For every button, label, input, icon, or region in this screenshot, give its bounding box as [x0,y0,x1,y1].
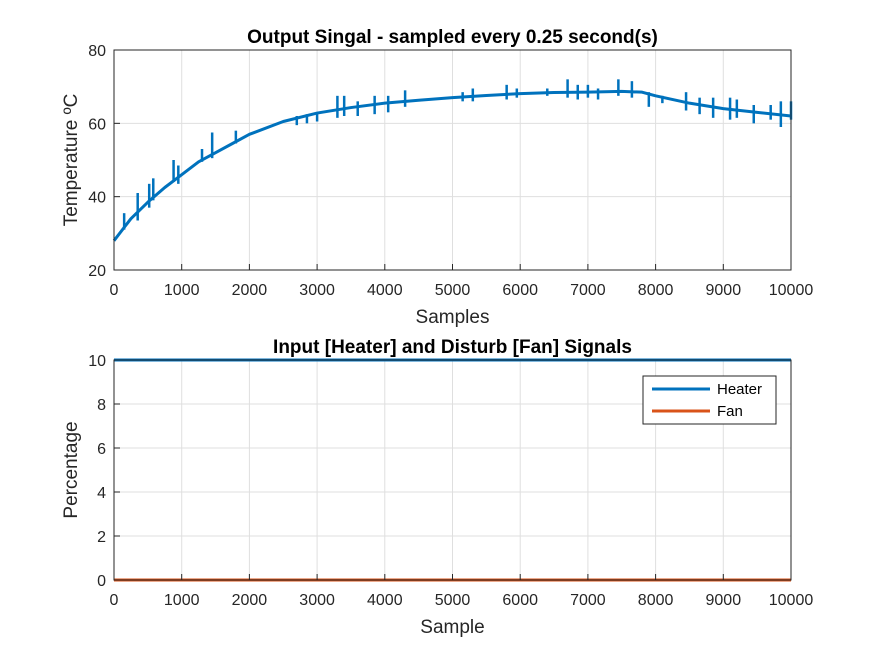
output-y-tick-label: 60 [88,116,106,133]
input-x-tick-label: 0 [110,592,119,609]
input-y-tick-label: 0 [97,573,106,590]
input-y-tick-label: 2 [97,529,106,546]
input-x-tick-label: 3000 [299,592,335,609]
input-x-tick-label: 7000 [570,592,606,609]
legend-box [642,375,777,425]
output-x-tick-label: 10000 [769,282,814,299]
input-signals-axes: 0 1000 2000 3000 4000 5000 6000 7000 8000 9000 100… [61,337,813,638]
legend: Heater Fan [642,375,777,425]
output-x-tick-label: 0 [110,282,119,299]
output-y-axis-label: Temperature ºC [61,94,82,227]
input-y-tick-label: 6 [97,441,106,458]
output-temperature-line [112,89,792,242]
input-y-axis-label: Percentage [61,421,82,518]
output-signal-axes: 0 1000 2000 3000 4000 5000 6000 7000 8000 9000 100… [61,27,813,328]
input-x-tick-label: 5000 [435,592,471,609]
input-y-tick-label: 10 [88,353,106,370]
output-y-tick-label: 40 [88,190,106,207]
input-x-tick-label: 8000 [638,592,674,609]
input-y-tick-label: 4 [97,485,106,502]
output-x-tick-label: 3000 [299,282,335,299]
output-x-tick-label: 8000 [638,282,674,299]
output-x-tick-label: 5000 [435,282,471,299]
output-y-tick-label: 20 [88,263,106,280]
legend-heater-label: Heater [717,381,762,398]
output-x-tick-label: 9000 [706,282,742,299]
input-ticks: 0 1000 2000 3000 4000 5000 6000 7000 8000 9000 100… [88,353,813,609]
legend-fan-label: Fan [717,403,743,420]
output-y-tick-label: 80 [88,43,106,60]
output-ticks: 0 1000 2000 3000 4000 5000 6000 7000 8000 9000 100… [88,43,813,299]
input-x-tick-label: 9000 [706,592,742,609]
output-x-tick-label: 7000 [570,282,606,299]
input-x-tick-label: 10000 [769,592,814,609]
input-x-tick-label: 1000 [164,592,200,609]
input-x-axis-label: Sample [420,617,484,638]
input-y-tick-label: 8 [97,397,106,414]
output-x-tick-label: 2000 [232,282,268,299]
output-chart-title: Output Singal - sampled every 0.25 secon… [247,27,658,48]
output-x-tick-label: 6000 [502,282,538,299]
input-x-tick-label: 4000 [367,592,403,609]
output-x-tick-label: 4000 [367,282,403,299]
output-x-axis-label: Samples [416,307,490,328]
input-chart-title: Input [Heater] and Disturb [Fan] Signals [273,337,632,358]
input-x-tick-label: 2000 [232,592,268,609]
output-x-tick-label: 1000 [164,282,200,299]
input-x-tick-label: 6000 [502,592,538,609]
